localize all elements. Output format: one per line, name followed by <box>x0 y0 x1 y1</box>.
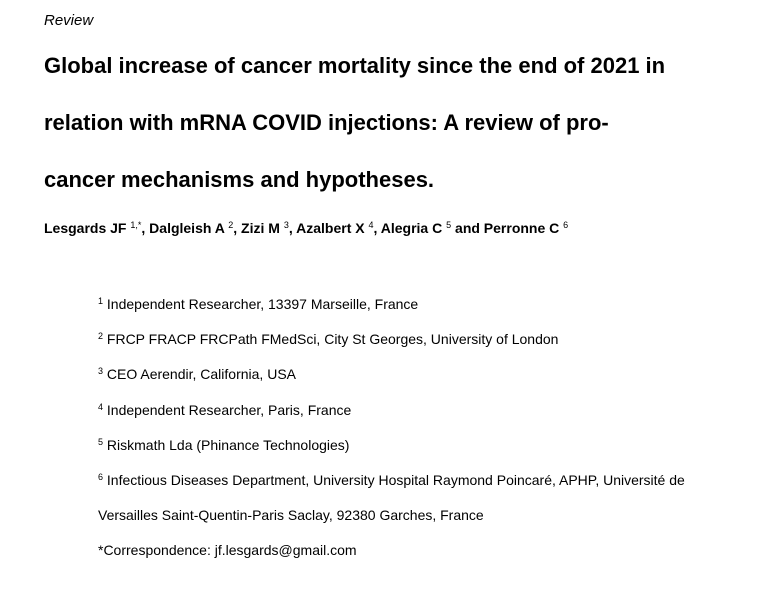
affiliation: 3 CEO Aerendir, California, USA <box>98 366 296 382</box>
affiliation: 2 FRCP FRACP FRCPath FMedSci, City St Ge… <box>98 331 558 347</box>
affiliation-number: 6 <box>98 472 104 482</box>
author-name: and Perronne C <box>451 220 564 236</box>
affiliation: 4 Independent Researcher, Paris, France <box>98 402 351 418</box>
affiliation-number: 4 <box>98 401 104 412</box>
author-affiliation-mark: 3 <box>283 220 289 230</box>
author-affiliation-mark: 2 <box>228 220 234 230</box>
correspondence: *Correspondence: jf.lesgards@gmail.com <box>98 542 357 559</box>
affiliation-text: Independent Researcher, Paris, France <box>106 401 352 418</box>
affiliation-text: CEO Aerendir, California, USA <box>106 366 296 383</box>
author-affiliation-mark: 6 <box>563 220 569 230</box>
author-affiliation-mark: 4 <box>368 220 374 230</box>
author-name: , Azalbert X <box>288 220 369 236</box>
affiliation-text: FRCP FRACP FRCPath FMedSci, City St Geor… <box>106 331 559 348</box>
affiliation: 6 Infectious Diseases Department, Univer… <box>98 472 685 488</box>
title-line: Global increase of cancer mortality sinc… <box>44 53 666 78</box>
title-line: relation with mRNA COVID injections: A r… <box>44 110 609 135</box>
author-affiliation-mark: 5 <box>446 220 452 230</box>
affiliation-text: Infectious Diseases Department, Universi… <box>106 472 685 488</box>
author-affiliation-mark: 1,* <box>130 220 142 230</box>
affiliation: 5 Riskmath Lda (Phinance Technologies) <box>98 437 349 453</box>
affiliation: 1 Independent Researcher, 13397 Marseill… <box>98 296 418 312</box>
author-name: , Zizi M <box>233 220 284 236</box>
title-line: cancer mechanisms and hypotheses. <box>44 167 435 192</box>
authors: Lesgards JF 1,*, Dalgleish A 2, Zizi M 3… <box>44 220 568 236</box>
affiliation-number: 3 <box>98 366 104 377</box>
affiliation-text: Independent Researcher, 13397 Marseille,… <box>106 296 419 312</box>
article-type: Review <box>44 12 94 29</box>
author-name: Lesgards JF <box>44 220 131 236</box>
affiliation-number: 5 <box>98 436 104 447</box>
affiliation-text: Versailles Saint-Quentin-Paris Saclay, 9… <box>98 507 484 524</box>
affiliation-number: 1 <box>98 296 104 306</box>
affiliation-number: 2 <box>98 331 104 342</box>
affiliation-text: Riskmath Lda (Phinance Technologies) <box>106 436 350 453</box>
affiliation: Versailles Saint-Quentin-Paris Saclay, 9… <box>98 507 484 523</box>
author-name: , Dalgleish A <box>141 220 229 236</box>
author-name: , Alegria C <box>373 220 447 236</box>
